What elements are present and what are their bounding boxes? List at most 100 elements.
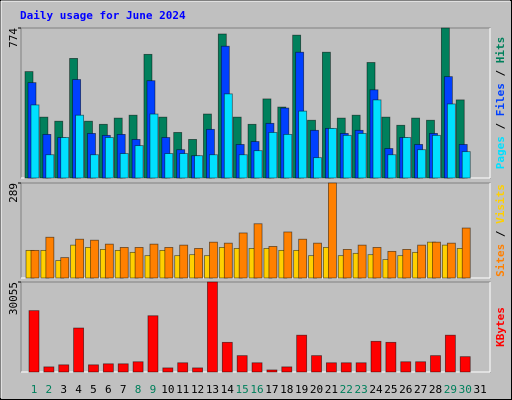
x-tick-label: 11 xyxy=(176,383,189,396)
legend: KBytes xyxy=(494,307,507,347)
bar xyxy=(402,249,412,279)
bar xyxy=(327,127,337,179)
legend-separator: / xyxy=(494,224,507,244)
y-tick-label: 774 xyxy=(7,28,20,48)
bar xyxy=(149,113,159,179)
bar xyxy=(238,232,248,279)
x-tick-label: 15 xyxy=(236,383,249,396)
bar xyxy=(43,366,55,373)
bar xyxy=(387,154,397,179)
bar xyxy=(268,246,278,279)
bar xyxy=(179,244,189,279)
bar xyxy=(342,249,352,279)
bar xyxy=(432,134,441,179)
bar xyxy=(357,133,367,179)
bar xyxy=(104,137,114,179)
bar xyxy=(253,223,263,279)
x-tick-label: 28 xyxy=(429,383,442,396)
bar xyxy=(179,153,189,179)
bar xyxy=(134,247,144,279)
legend-separator: / xyxy=(494,63,507,83)
bar xyxy=(298,238,308,279)
legend-separator: / xyxy=(494,116,507,136)
bar xyxy=(415,361,427,373)
bar xyxy=(372,247,382,279)
bar xyxy=(461,151,471,179)
bar xyxy=(387,250,397,279)
y-tick-label: 289 xyxy=(7,183,20,203)
bar xyxy=(417,149,427,179)
bar xyxy=(283,231,293,279)
bar xyxy=(444,334,456,373)
x-tick-label: 8 xyxy=(135,383,142,396)
plot-area xyxy=(20,281,491,373)
bar xyxy=(192,367,203,373)
chart-title: Daily usage for June 2024 xyxy=(20,9,186,22)
x-tick-label: 20 xyxy=(310,383,323,396)
bar xyxy=(88,364,99,373)
bar xyxy=(357,244,367,279)
x-tick-label: 30 xyxy=(459,383,472,396)
bar xyxy=(296,334,308,373)
bar xyxy=(75,114,85,179)
bar xyxy=(355,362,367,373)
x-tick-label: 16 xyxy=(250,383,263,396)
bar xyxy=(325,362,337,373)
x-tick-label: 18 xyxy=(280,383,293,396)
bar xyxy=(223,242,233,279)
x-tick-label: 25 xyxy=(384,383,397,396)
x-tick-label: 12 xyxy=(191,383,204,396)
x-tick-label: 14 xyxy=(221,383,235,396)
bar xyxy=(177,362,189,373)
x-tick-label: 3 xyxy=(60,383,67,396)
bar xyxy=(281,366,293,373)
bar xyxy=(253,150,263,179)
bar xyxy=(164,247,174,279)
bar xyxy=(194,155,203,179)
bar xyxy=(266,369,278,373)
legend-entry: Visits xyxy=(494,184,507,224)
bar xyxy=(402,137,412,179)
bar xyxy=(134,145,144,179)
bar xyxy=(104,243,114,279)
bar xyxy=(223,93,233,179)
x-tick-label: 26 xyxy=(399,383,412,396)
bar xyxy=(298,110,308,179)
bar xyxy=(459,356,471,373)
bar xyxy=(313,242,322,279)
x-tick-label: 4 xyxy=(75,383,82,396)
bar xyxy=(149,243,159,279)
x-tick-label: 17 xyxy=(265,383,278,396)
bar xyxy=(372,99,382,179)
bar xyxy=(194,248,203,279)
x-tick-label: 29 xyxy=(444,383,457,396)
bar xyxy=(90,154,99,179)
bar xyxy=(90,239,99,279)
bar xyxy=(207,281,218,373)
bar xyxy=(30,104,40,179)
bar xyxy=(313,157,322,179)
legend: Pages / Files / Hits xyxy=(494,37,507,170)
bar xyxy=(417,244,427,279)
legend-entry: Sites xyxy=(494,244,507,277)
bar xyxy=(102,363,114,373)
x-tick-label: 5 xyxy=(90,383,97,396)
bar xyxy=(147,315,159,373)
bar xyxy=(58,364,70,373)
bar xyxy=(164,153,174,179)
bar xyxy=(75,238,85,279)
legend-entry: Files xyxy=(494,83,507,116)
bar xyxy=(432,241,441,279)
bar xyxy=(283,133,293,179)
bar xyxy=(268,132,278,179)
legend-entry: Pages xyxy=(494,136,507,169)
bar xyxy=(311,355,322,373)
x-tick-label: 9 xyxy=(150,383,157,396)
bar xyxy=(30,249,40,279)
bar xyxy=(60,137,70,179)
bar xyxy=(117,363,129,373)
legend: Sites / Visits xyxy=(494,184,507,277)
x-tick-label: 24 xyxy=(369,383,383,396)
bar xyxy=(60,257,70,279)
x-tick-label: 22 xyxy=(340,383,353,396)
